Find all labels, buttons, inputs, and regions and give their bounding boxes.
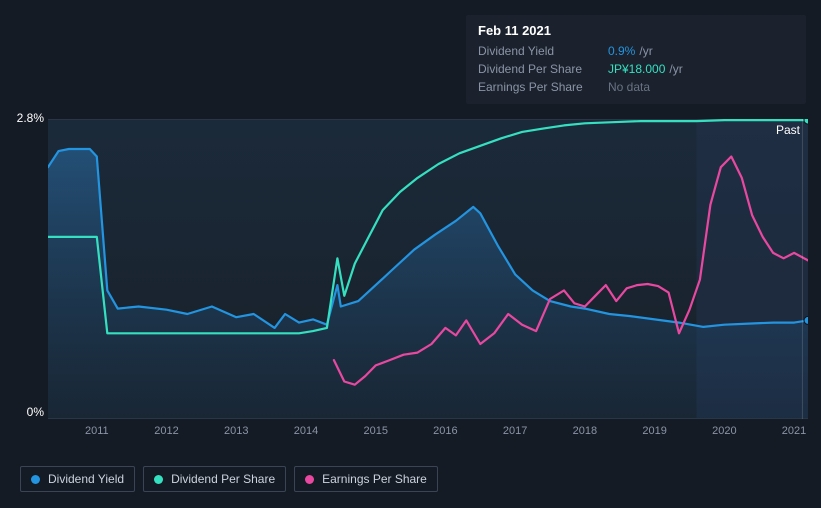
legend-swatch <box>305 475 314 484</box>
tooltip-row-unit: /yr <box>639 44 652 58</box>
past-label: Past <box>776 123 800 137</box>
chart-legend: Dividend Yield Dividend Per Share Earnings… <box>20 466 438 492</box>
x-tick-label: 2020 <box>712 425 736 437</box>
tooltip-row-label: Dividend Yield <box>478 44 608 58</box>
x-tick-label: 2011 <box>85 425 109 437</box>
x-tick-label: 2019 <box>642 425 666 437</box>
x-tick-label: 2015 <box>363 425 387 437</box>
legend-label: Dividend Per Share <box>171 472 275 486</box>
legend-item-dividend-per-share[interactable]: Dividend Per Share <box>143 466 286 492</box>
tooltip-row: Dividend Yield0.9% /yr <box>478 42 794 60</box>
x-tick-label: 2018 <box>573 425 597 437</box>
x-tick-label: 2013 <box>224 425 248 437</box>
x-tick-label: 2017 <box>503 425 527 437</box>
tooltip-row-value: No data <box>608 80 650 94</box>
tooltip-row-value: 0.9% <box>608 44 635 58</box>
legend-item-dividend-yield[interactable]: Dividend Yield <box>20 466 135 492</box>
legend-label: Earnings Per Share <box>322 472 427 486</box>
y-axis-min-label: 0% <box>14 405 44 419</box>
x-tick-label: 2016 <box>433 425 457 437</box>
chart-plot-area[interactable]: Past <box>48 119 808 419</box>
x-tick-label: 2012 <box>154 425 178 437</box>
chart-tooltip: Feb 11 2021 Dividend Yield0.9%/yrDividen… <box>466 15 806 104</box>
tooltip-row: Dividend Per ShareJP¥18.000/yr <box>478 60 794 78</box>
tooltip-row-label: Earnings Per Share <box>478 80 608 94</box>
tooltip-row: Earnings Per ShareNo data <box>478 78 794 96</box>
legend-swatch <box>31 475 40 484</box>
x-tick-label: 2014 <box>294 425 318 437</box>
x-axis: 2011 2012 2013 2014 2015 2016 2017 2018 2019 2020… <box>48 425 808 445</box>
legend-item-earnings-per-share[interactable]: Earnings Per Share <box>294 466 438 492</box>
y-axis-max-label: 2.8% <box>14 111 44 125</box>
tooltip-row-label: Dividend Per Share <box>478 62 608 76</box>
x-tick-label: 2021 <box>782 425 806 437</box>
legend-swatch <box>154 475 163 484</box>
tooltip-row-unit: /yr <box>669 62 682 76</box>
tooltip-date: Feb 11 2021 <box>478 23 794 42</box>
legend-label: Dividend Yield <box>48 472 124 486</box>
dividend-chart: 2.8% 0% Past 201120122013201420152016201… <box>20 105 810 455</box>
tooltip-row-value: JP¥18.000 <box>608 62 665 76</box>
